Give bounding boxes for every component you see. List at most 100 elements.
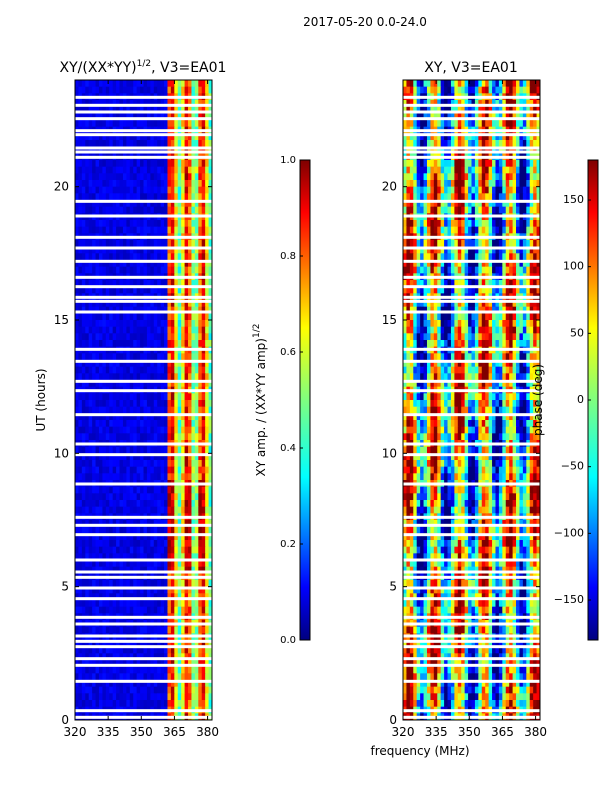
gap-line	[75, 235, 212, 239]
colorbar-tick-label: 100	[563, 260, 584, 273]
gap-line	[403, 657, 540, 661]
panel2-title-main: XY, V3=EA01	[424, 60, 518, 76]
x-tick-label: 335	[425, 725, 448, 739]
gap-line	[403, 523, 540, 527]
gap-line	[403, 622, 540, 626]
gap-line	[403, 295, 540, 299]
gap-line	[75, 199, 212, 203]
gap-line	[75, 299, 212, 303]
gap-line	[403, 246, 540, 250]
colorbar-tick-label: 50	[570, 326, 584, 339]
gap-line	[75, 570, 212, 574]
colorbar-tick-label: 0	[577, 393, 584, 406]
gap-line	[75, 679, 212, 683]
colorbar-tick-label: 0.8	[280, 251, 296, 262]
gap-line	[75, 645, 212, 649]
gap-line	[403, 575, 540, 579]
gap-line	[75, 515, 212, 519]
panel2-gaps	[403, 95, 540, 719]
y-tick-label: 0	[61, 713, 69, 727]
gap-line	[75, 622, 212, 626]
gap-line	[403, 634, 540, 638]
gap-line	[403, 615, 540, 619]
gap-line	[75, 155, 212, 159]
gap-line	[403, 663, 540, 667]
gap-line	[75, 95, 212, 99]
y-tick-label: 0	[389, 713, 397, 727]
gap-line	[403, 359, 540, 363]
x-tick-label: 365	[491, 725, 514, 739]
gap-line	[403, 110, 540, 114]
gap-line	[75, 586, 212, 590]
x-tick-label: 320	[392, 725, 415, 739]
gap-line	[403, 155, 540, 159]
gap-line	[403, 285, 540, 289]
y-tick-label: 10	[54, 446, 69, 460]
gap-line	[75, 482, 212, 486]
colorbar-tick-label: 0.4	[280, 443, 296, 454]
gap-line	[75, 133, 212, 137]
colorbar1	[299, 159, 311, 641]
gap-line	[75, 413, 212, 417]
gap-line	[403, 558, 540, 562]
gap-line	[403, 129, 540, 133]
colorbar-tick-label: 0.6	[280, 347, 296, 358]
gap-line	[75, 575, 212, 579]
gap-line	[403, 103, 540, 107]
colorbar-tick-label: 0.2	[280, 539, 296, 550]
panel1-yaxis: 0 5 10 15 20	[54, 180, 212, 727]
panel2-title: XY, V3=EA01	[424, 60, 518, 76]
gap-line	[75, 347, 212, 351]
gap-line	[403, 515, 540, 519]
gap-line	[75, 523, 212, 527]
gap-line	[75, 379, 212, 383]
y-tick-label: 5	[389, 580, 397, 594]
gap-line	[75, 709, 212, 713]
gap-line	[75, 615, 212, 619]
gap-line	[75, 110, 212, 114]
panel2-xaxis: 320 335 350 365 380	[392, 80, 547, 739]
panel1-title-main: XY/(XX*YY)	[60, 60, 137, 76]
gap-line	[403, 482, 540, 486]
colorbar-tick-label: −50	[561, 460, 584, 473]
panel2-frame	[402, 79, 541, 721]
panel1-xaxis: 320 335 350 365 380	[64, 80, 219, 739]
gap-line	[75, 639, 212, 643]
gap-line	[403, 379, 540, 383]
colorbar-tick-label: −100	[554, 526, 584, 539]
gap-line	[403, 199, 540, 203]
gap-line	[75, 533, 212, 537]
x-tick-label: 380	[524, 725, 547, 739]
gap-line	[75, 146, 212, 150]
panel1-gaps	[75, 95, 212, 719]
colorbar-tick-label: 0.0	[280, 635, 296, 646]
figure-suptitle: 2017-05-20 0.0-24.0	[303, 15, 427, 29]
gap-line	[403, 442, 540, 446]
gap-line	[403, 715, 540, 719]
colorbar1-label-main: XY amp. / (XX*YY amp)	[254, 338, 268, 476]
colorbar-tick-label: 1.0	[280, 155, 296, 166]
gap-line	[75, 275, 212, 279]
gap-line	[403, 586, 540, 590]
x-tick-label: 335	[97, 725, 120, 739]
colorbar-tick-label: 150	[563, 193, 584, 206]
panel1-frame	[74, 79, 213, 721]
gap-line	[403, 679, 540, 683]
gap-line	[403, 150, 540, 154]
gap-line	[75, 663, 212, 667]
y-tick-label: 10	[382, 446, 397, 460]
colorbar1-label-sup: 1/2	[252, 324, 262, 338]
gap-line	[75, 597, 212, 601]
panel1-ylabel: UT (hours)	[34, 368, 48, 431]
y-tick-label: 5	[61, 580, 69, 594]
gap-line	[75, 150, 212, 154]
gap-line	[75, 246, 212, 250]
gap-line	[75, 442, 212, 446]
gap-line	[403, 310, 540, 314]
y-tick-label: 15	[382, 313, 397, 327]
gap-line	[75, 453, 212, 457]
colorbar2-label: phase (deg)	[531, 364, 545, 436]
gap-line	[75, 715, 212, 719]
gap-line	[403, 347, 540, 351]
gap-line	[75, 634, 212, 638]
